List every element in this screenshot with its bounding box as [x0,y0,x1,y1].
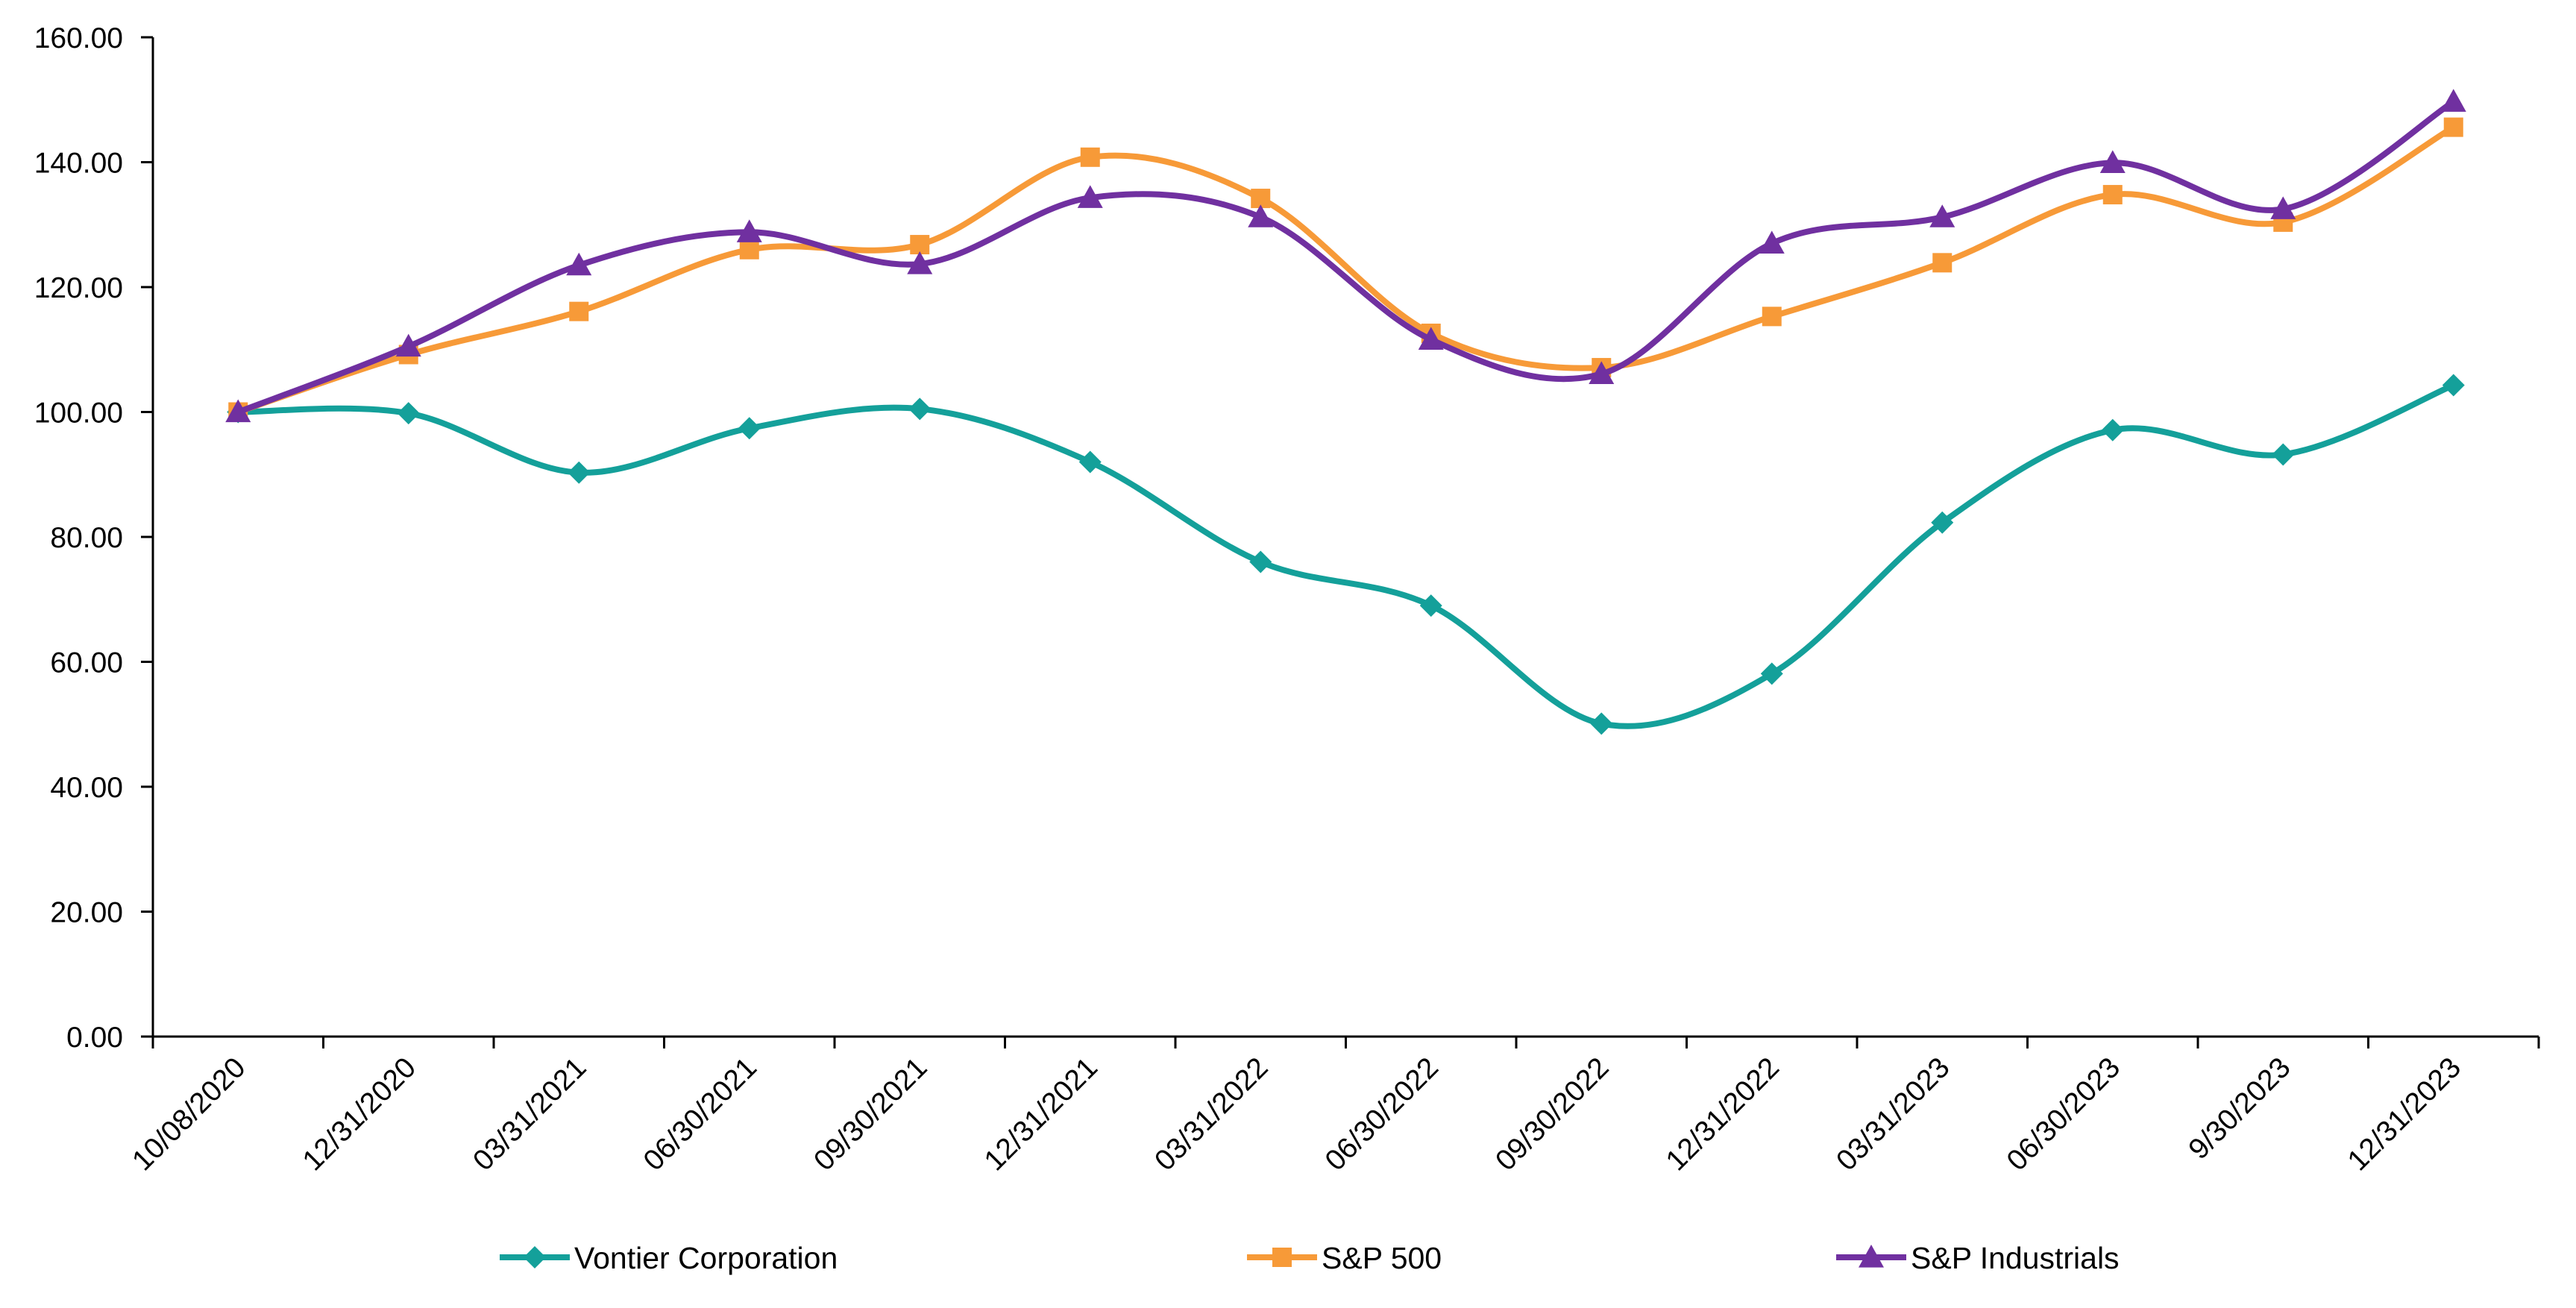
data-point-sandp-industrials: S&P Industrials 9/30/2023: 132.5 [2270,196,2296,219]
series-sandp-industrials: S&P Industrials 10/08/2020: 100 S&P Indus… [225,89,2466,423]
data-point-vontier-corporation: Vontier Corporation 12/31/2023: 104.3 [2442,374,2465,397]
data-point-sandp-industrials: S&P Industrials 12/31/2020: 110.5 [395,333,421,357]
data-point-vontier-corporation: Vontier Corporation 12/31/2022: 58.1 [1760,662,1783,685]
series-line-sandp-industrials [235,98,2457,415]
legend-item-vontier-corporation: Vontier Corporation [500,1241,838,1275]
y-tick-label: 0.00 [66,1022,123,1054]
series-line-vontier-corporation [235,382,2457,729]
data-point-sandp-industrials: S&P Industrials 10/08/2020: 100 [225,399,251,423]
data-point-vontier-corporation: Vontier Corporation 06/30/2021: 97.4 [738,417,761,440]
data-point-sandp-industrials: S&P Industrials 12/31/2021: 134.3 [1077,185,1103,208]
legend-item-sandp-industrials: S&P Industrials [1836,1241,2120,1275]
y-tick-label: 20.00 [50,897,123,929]
x-tick-label: 06/30/2022 [1319,1051,1445,1177]
y-axis-ticks: 0.00 20.00 40.00 60.00 80.00 100.00 120.00 140.… [34,22,153,1054]
data-point-sandp-500: S&P 500 06/30/2023: 134.8 [2102,185,2123,205]
data-point-vontier-corporation: Vontier Corporation 09/30/2021: 100.5 [908,397,932,421]
data-point-sandp-500: S&P 500 03/31/2023: 123.9 [1932,253,1953,273]
x-tick-label: 12/31/2021 [978,1051,1104,1177]
x-tick-label: 12/31/2022 [1660,1051,1785,1177]
data-point-vontier-corporation: Vontier Corporation 06/30/2022: 69 [1419,594,1442,617]
x-tick-label: 06/30/2023 [2001,1051,2126,1177]
data-point-vontier-corporation: Vontier Corporation 06/30/2023: 97.1 [2101,418,2124,441]
x-tick-label: 12/31/2020 [297,1051,422,1177]
data-point-vontier-corporation: Vontier Corporation 12/31/2020: 99.8 [397,402,420,425]
x-tick-label: 03/31/2021 [467,1051,592,1177]
data-point-sandp-industrials: S&P Industrials 12/31/2023: 149.7 [2440,89,2466,112]
y-tick-label: 140.00 [34,148,123,180]
x-tick-label: 03/31/2022 [1149,1051,1274,1177]
series-vontier-corporation: Vontier Corporation 10/08/2020: 100Vonti… [227,374,2465,735]
legend-label: Vontier Corporation [574,1241,838,1275]
x-tick-label: 9/30/2023 [2183,1051,2297,1166]
legend-item-sandp-500: S&P 500 [1247,1241,1442,1275]
data-point-sandp-500: S&P 500 12/31/2022: 115.3 [1762,306,1782,327]
legend-swatch-marker [524,1246,546,1268]
data-point-vontier-corporation: Vontier Corporation 12/31/2021: 92 [1078,450,1102,474]
x-tick-label: 09/30/2022 [1489,1051,1615,1177]
series-layer: Vontier Corporation 10/08/2020: 100Vonti… [225,89,2466,735]
data-point-vontier-corporation: Vontier Corporation 03/31/2022: 76 [1249,550,1272,573]
data-point-vontier-corporation: Vontier Corporation 03/31/2021: 90.3 [568,461,591,484]
y-tick-label: 100.00 [34,397,123,430]
data-point-sandp-500: S&P 500 06/30/2021: 126 [739,239,759,260]
data-point-sandp-industrials: S&P Industrials 06/30/2021: 128.8 [736,219,762,242]
legend-label: S&P 500 [1322,1241,1442,1275]
x-tick-label: 12/31/2023 [2342,1051,2467,1177]
x-axis-ticks: 10/08/2020 12/31/2020 03/31/2021 06/30/2021… [126,1037,2540,1177]
data-point-sandp-industrials: S&P Industrials 03/31/2021: 123.5 [566,252,592,276]
data-point-sandp-500: S&P 500 09/30/2021: 126.8 [910,235,930,255]
data-point-vontier-corporation: Vontier Corporation 03/31/2023: 82.3 [1931,511,1954,534]
x-tick-label: 06/30/2021 [638,1051,763,1177]
y-tick-label: 60.00 [50,647,123,679]
legend-label: S&P Industrials [1911,1241,2120,1275]
data-point-vontier-corporation: Vontier Corporation 9/30/2023: 93.2 [2272,443,2295,466]
data-point-sandp-industrials: S&P Industrials 12/31/2022: 127 [1759,230,1785,254]
y-tick-label: 160.00 [34,22,123,54]
data-point-sandp-industrials: S&P Industrials 06/30/2023: 139.9 [2099,150,2126,173]
legend-swatch-marker [1272,1248,1292,1267]
legend-swatch-marker [1859,1245,1884,1268]
data-point-sandp-industrials: S&P Industrials 09/30/2021: 123.7 [907,251,933,274]
x-tick-label: 10/08/2020 [126,1051,251,1177]
data-point-sandp-industrials: S&P Industrials 03/31/2022: 131.2 [1248,204,1274,227]
axes [151,37,2539,1038]
data-point-sandp-industrials: S&P Industrials 03/31/2023: 131.2 [1929,204,1955,227]
data-point-sandp-500: S&P 500 03/31/2021: 116.1 [569,301,589,321]
data-point-vontier-corporation: Vontier Corporation 09/30/2022: 50.1 [1590,712,1613,735]
data-point-sandp-500: S&P 500 12/31/2023: 145.6 [2443,117,2463,137]
x-tick-label: 03/31/2023 [1830,1051,1955,1177]
legend: Vontier Corporation S&P 500 S&P Industrial… [500,1241,2120,1275]
y-tick-label: 40.00 [50,772,123,804]
data-point-sandp-500: S&P 500 12/31/2021: 140.8 [1080,147,1100,167]
data-point-sandp-industrials: S&P Industrials 06/30/2022: 111.6 [1418,327,1444,350]
y-tick-label: 80.00 [50,522,123,554]
y-tick-label: 120.00 [34,272,123,304]
series-line-sandp-500 [235,124,2457,415]
data-point-sandp-industrials: S&P Industrials 09/30/2022: 106.1 [1589,361,1615,385]
series-sandp-500: S&P 500 10/08/2020: 100S&P 500 12/31/202… [228,117,2463,422]
x-tick-label: 09/30/2021 [808,1051,933,1177]
